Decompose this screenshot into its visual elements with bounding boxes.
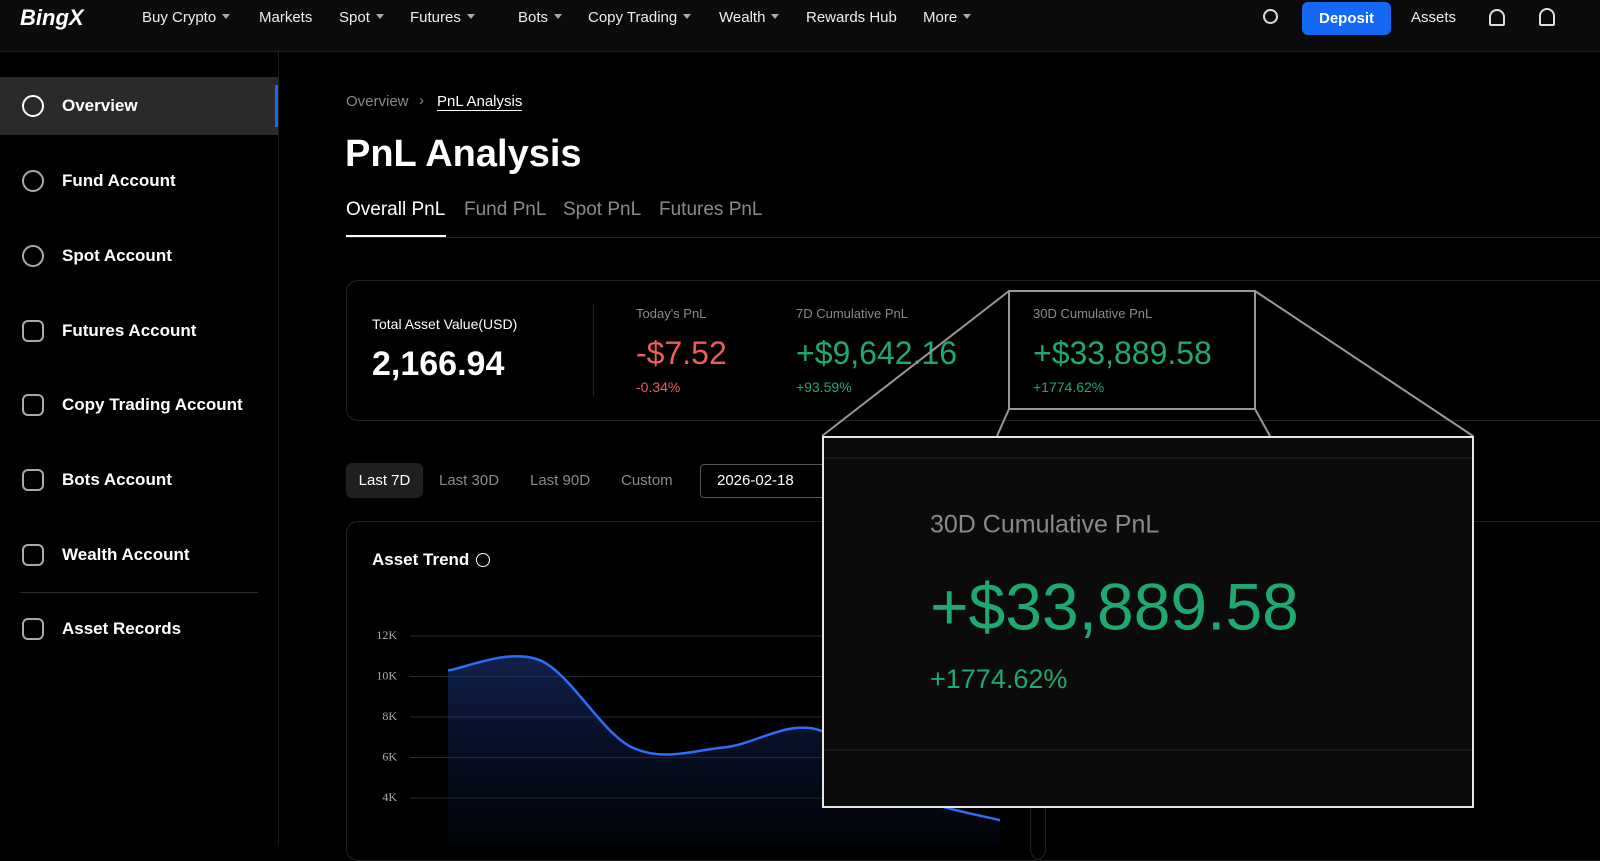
y-tick-label: 12K xyxy=(376,628,397,642)
icon xyxy=(22,618,44,640)
nav-item[interactable]: Futures xyxy=(410,9,475,26)
info-icon[interactable] xyxy=(476,553,490,567)
pnl-label: 7D Cumulative PnL xyxy=(796,306,908,321)
top-nav: BingX Buy Crypto Markets Spot Futures Bo… xyxy=(0,0,1600,52)
chart-title: Asset Trend xyxy=(372,550,470,569)
divider xyxy=(593,304,594,396)
sidebar-item[interactable]: Bots Account xyxy=(62,470,172,489)
sidebar-item[interactable]: Wealth Account xyxy=(62,545,190,564)
nav-item[interactable]: More xyxy=(923,9,971,26)
page-title: PnL Analysis xyxy=(345,133,582,175)
total-value: 2,166.94 xyxy=(372,345,505,383)
icon xyxy=(22,245,44,267)
sidebar-item[interactable]: Copy Trading Account xyxy=(62,395,243,414)
pnl-value: +$33,889.58 xyxy=(1033,335,1212,371)
zoom-ray xyxy=(821,290,1010,437)
nav-item[interactable]: Wealth xyxy=(719,9,779,26)
inset-value: +$33,889.58 xyxy=(930,569,1299,643)
sidebar-item[interactable]: Asset Records xyxy=(62,619,182,638)
y-tick-label: 6K xyxy=(382,749,397,763)
summary-card xyxy=(346,280,1600,421)
assets-link[interactable]: Assets xyxy=(1411,9,1457,26)
y-tick-label: 4K xyxy=(382,790,397,804)
tab-underline xyxy=(346,235,446,237)
nav-item[interactable]: Rewards Hub xyxy=(806,9,897,26)
inset-percent: +1774.62% xyxy=(930,664,1067,694)
zoom-inset xyxy=(822,436,1474,808)
logo[interactable]: BingX xyxy=(20,5,84,30)
nav-item[interactable]: Buy Crypto xyxy=(142,9,230,26)
zoom-ray xyxy=(1254,408,1271,437)
zoom-ray xyxy=(1254,290,1474,437)
nav-item[interactable]: Copy Trading xyxy=(588,9,691,26)
icon xyxy=(22,95,44,117)
tab[interactable]: Overall PnL xyxy=(346,199,446,220)
pnl-percent: +1774.62% xyxy=(1033,379,1105,395)
search-icon[interactable] xyxy=(1263,9,1278,24)
range-button[interactable]: Last 7D xyxy=(346,463,423,498)
tab[interactable]: Futures PnL xyxy=(659,199,763,220)
icon xyxy=(22,170,44,192)
pnl-value: -$7.52 xyxy=(636,335,727,371)
bell-icon[interactable] xyxy=(1489,9,1505,26)
pnl-label: 30D Cumulative PnL xyxy=(1033,306,1153,321)
pnl-percent: +93.59% xyxy=(796,379,852,395)
tab-border xyxy=(346,237,1600,238)
sidebar-item[interactable]: Fund Account xyxy=(62,171,176,190)
user-icon[interactable] xyxy=(1539,8,1555,26)
range-button[interactable]: Last 90D xyxy=(530,472,591,489)
breadcrumb-sep: › xyxy=(419,92,424,109)
total-label: Total Asset Value(USD) xyxy=(372,316,518,332)
zoom-source xyxy=(1008,290,1256,410)
tab[interactable]: Spot PnL xyxy=(563,199,642,220)
nav-item[interactable]: Spot xyxy=(339,9,384,26)
inset-label: 30D Cumulative PnL xyxy=(930,511,1159,539)
active-item-bg xyxy=(0,77,278,135)
icon xyxy=(22,544,44,566)
active-indicator xyxy=(275,85,278,127)
y-tick-label: 10K xyxy=(376,668,397,682)
breadcrumb[interactable]: PnL Analysis xyxy=(437,93,523,111)
sidebar: Overview Fund Account Spot Account Futur… xyxy=(0,52,279,845)
icon xyxy=(22,394,44,416)
sidebar-item[interactable]: Overview xyxy=(62,96,138,115)
zoom-ray xyxy=(996,408,1010,437)
icon xyxy=(22,320,44,342)
deposit-button[interactable]: Deposit xyxy=(1302,2,1391,35)
sidebar-item[interactable]: Futures Account xyxy=(62,321,197,340)
divider xyxy=(20,592,258,593)
y-tick-label: 8K xyxy=(382,709,397,723)
pnl-label: Today's PnL xyxy=(636,306,707,321)
breadcrumb[interactable]: Overview xyxy=(346,93,409,110)
range-button[interactable]: Custom xyxy=(621,472,673,489)
sidebar-item[interactable]: Spot Account xyxy=(62,246,172,265)
range-button[interactable]: Last 30D xyxy=(439,472,500,489)
nav-item[interactable]: Markets xyxy=(259,9,313,26)
pnl-percent: -0.34% xyxy=(636,379,681,395)
tab[interactable]: Fund PnL xyxy=(464,199,547,220)
icon xyxy=(22,469,44,491)
nav-item[interactable]: Bots xyxy=(518,9,562,26)
